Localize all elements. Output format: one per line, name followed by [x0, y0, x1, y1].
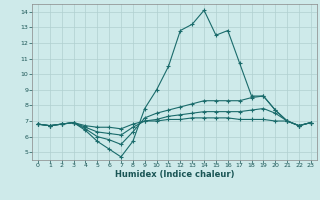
X-axis label: Humidex (Indice chaleur): Humidex (Indice chaleur)	[115, 170, 234, 179]
